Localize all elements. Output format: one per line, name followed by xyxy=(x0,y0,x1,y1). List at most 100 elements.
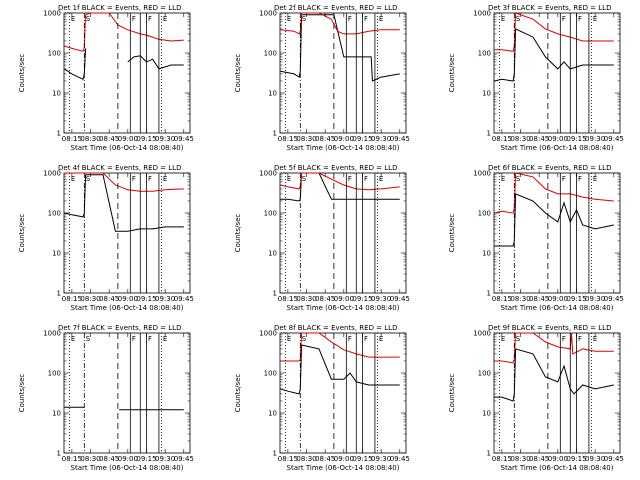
plot-frame xyxy=(279,12,407,134)
event-marker-label: E xyxy=(379,175,383,183)
x-tick-label: 08:45 xyxy=(315,455,335,463)
y-tick-label: 100 xyxy=(48,210,61,218)
event-marker-label: F xyxy=(132,335,136,343)
event-marker-label: E xyxy=(379,15,383,23)
plot-frame xyxy=(63,172,191,294)
x-tick-label: 09:45 xyxy=(390,295,410,303)
event-marker-label: S xyxy=(302,335,307,343)
x-tick-label: 09:30 xyxy=(371,455,391,463)
series-line-lld xyxy=(64,172,184,192)
x-tick-label: 09:00 xyxy=(548,135,568,143)
y-tick-label: 1000 xyxy=(473,170,491,178)
event-marker-label: E xyxy=(501,335,505,343)
y-tick-label: 1 xyxy=(57,450,61,458)
x-tick-label: 08:15 xyxy=(278,455,298,463)
series-line-events xyxy=(494,193,614,247)
y-tick-label: 100 xyxy=(478,50,491,58)
x-tick-label: 08:30 xyxy=(296,455,316,463)
x-axis-label: Start Time (06-Oct-14 08:08:40) xyxy=(287,464,400,472)
x-tick-label: 08:15 xyxy=(278,295,298,303)
x-tick-label: 09:45 xyxy=(174,295,194,303)
chart-title: Det 5f BLACK = Events, RED = LLD xyxy=(274,164,397,172)
x-axis-label: Start Time (06-Oct-14 08:08:40) xyxy=(287,304,400,312)
event-marker-label: E xyxy=(163,15,167,23)
x-tick-label: 09:15 xyxy=(136,135,156,143)
chart-panel-6: Det 6f BLACK = Events, RED = LLD Counts/s… xyxy=(448,164,624,312)
series-line-events xyxy=(280,344,400,395)
x-tick-label: 08:15 xyxy=(492,295,512,303)
y-tick-label: 10 xyxy=(482,90,491,98)
event-marker-label: S xyxy=(86,335,91,343)
chart-title: Det 8f BLACK = Events, RED = LLD xyxy=(274,324,397,332)
y-axis-label: Counts/sec xyxy=(448,54,456,93)
x-tick-label: 09:30 xyxy=(155,135,175,143)
event-marker-label: S xyxy=(86,15,91,23)
chart-panel-2: Det 2f BLACK = Events, RED = LLD Counts/s… xyxy=(234,4,410,152)
y-tick-label: 1 xyxy=(487,290,491,298)
event-marker-label: E xyxy=(501,15,505,23)
plot-frame xyxy=(493,172,621,294)
y-tick-label: 10 xyxy=(482,410,491,418)
event-marker-label: F xyxy=(562,335,566,343)
event-marker-label: F xyxy=(148,175,152,183)
y-tick-label: 1000 xyxy=(43,170,61,178)
y-axis-label: Counts/sec xyxy=(448,214,456,253)
y-tick-label: 100 xyxy=(264,50,277,58)
chart-panel-8: Det 8f BLACK = Events, RED = LLD Counts/s… xyxy=(234,324,410,472)
y-tick-label: 1000 xyxy=(473,330,491,338)
x-tick-label: 09:45 xyxy=(604,295,624,303)
y-tick-label: 1000 xyxy=(259,10,277,18)
y-axis-label: Counts/sec xyxy=(234,214,242,253)
y-tick-label: 10 xyxy=(268,410,277,418)
series-line-events xyxy=(494,348,614,402)
y-axis-label: Counts/sec xyxy=(234,374,242,413)
y-axis-label: Counts/sec xyxy=(18,374,26,413)
event-marker-label: F xyxy=(364,15,368,23)
x-axis-label: Start Time (06-Oct-14 08:08:40) xyxy=(71,304,184,312)
x-tick-label: 09:30 xyxy=(155,455,175,463)
y-tick-label: 1 xyxy=(273,290,277,298)
y-tick-label: 1000 xyxy=(43,10,61,18)
x-tick-label: 08:30 xyxy=(80,455,100,463)
y-tick-label: 10 xyxy=(268,250,277,258)
x-tick-label: 09:45 xyxy=(604,135,624,143)
event-marker-label: S xyxy=(516,15,521,23)
x-axis-label: Start Time (06-Oct-14 08:08:40) xyxy=(287,144,400,152)
x-tick-label: 09:00 xyxy=(548,455,568,463)
y-tick-label: 100 xyxy=(264,210,277,218)
x-tick-label: 08:45 xyxy=(99,455,119,463)
x-tick-label: 09:00 xyxy=(118,135,138,143)
x-tick-label: 09:15 xyxy=(566,135,586,143)
series-line-events xyxy=(64,48,184,81)
x-tick-label: 09:15 xyxy=(352,135,372,143)
y-tick-label: 100 xyxy=(48,50,61,58)
chart-panel-9: Det 9f BLACK = Events, RED = LLD Counts/s… xyxy=(448,324,624,472)
plot-frame xyxy=(63,332,191,454)
y-tick-label: 1000 xyxy=(43,330,61,338)
event-marker-label: S xyxy=(302,175,307,183)
y-axis-label: Counts/sec xyxy=(234,54,242,93)
y-tick-label: 10 xyxy=(52,410,61,418)
event-marker-label: E xyxy=(593,175,597,183)
event-marker-label: S xyxy=(86,175,91,183)
event-marker-label: F xyxy=(562,15,566,23)
y-tick-label: 1 xyxy=(57,130,61,138)
x-tick-label: 09:15 xyxy=(352,455,372,463)
x-axis-label: Start Time (06-Oct-14 08:08:40) xyxy=(501,304,614,312)
series-line-lld xyxy=(64,12,184,52)
x-tick-label: 09:30 xyxy=(371,135,391,143)
x-tick-label: 08:15 xyxy=(62,135,82,143)
event-marker-label: F xyxy=(148,335,152,343)
event-marker-label: E xyxy=(71,335,75,343)
series-line-events xyxy=(64,174,184,232)
chart-panel-7: Det 7f BLACK = Events, RED = LLD Counts/s… xyxy=(18,324,194,472)
event-marker-label: F xyxy=(578,175,582,183)
event-marker-label: F xyxy=(578,15,582,23)
y-tick-label: 10 xyxy=(482,250,491,258)
x-tick-label: 09:00 xyxy=(334,295,354,303)
series-line-lld xyxy=(280,12,400,35)
event-marker-label: E xyxy=(501,175,505,183)
plot-frame xyxy=(493,12,621,134)
x-axis-label: Start Time (06-Oct-14 08:08:40) xyxy=(71,464,184,472)
